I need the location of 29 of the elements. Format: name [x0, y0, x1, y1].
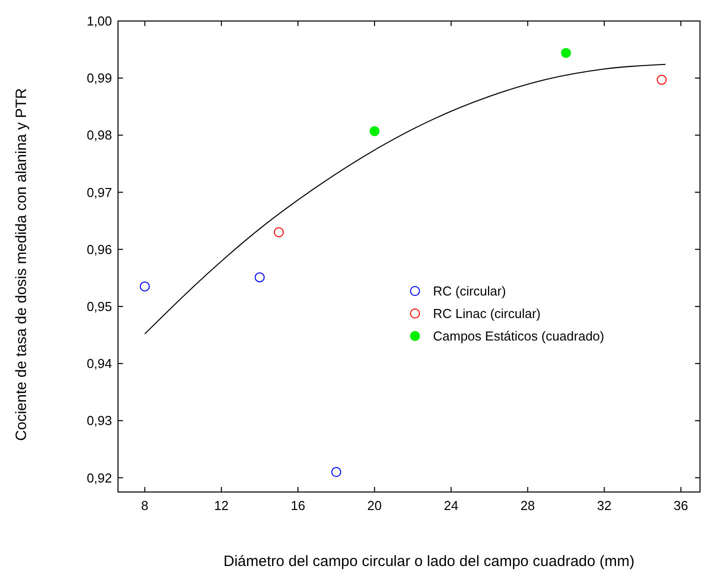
legend-label: RC Linac (circular)	[433, 306, 541, 322]
point	[331, 467, 342, 478]
y-tick-label: 0,98	[86, 128, 112, 143]
y-tick-label: 0,99	[86, 70, 112, 86]
point	[254, 272, 265, 282]
y-axis-title: Cociente de tasa de dosis medida con alanina y PTR	[13, 88, 30, 441]
x-tick-label: 12	[214, 498, 229, 513]
legend-label: RC (circular)	[433, 284, 506, 299]
x-tick-label: 24	[444, 498, 458, 513]
y-tick-label: 0,94	[86, 356, 112, 372]
x-tick-label: 32	[597, 498, 612, 513]
y-tick-label: 0,92	[86, 470, 112, 486]
y-tick-label: 0,95	[86, 299, 112, 314]
point	[656, 74, 667, 85]
x-tick-label: 28	[520, 498, 535, 513]
y-tick-label: 0,97	[86, 184, 112, 200]
x-tick-label: 16	[290, 498, 306, 513]
point	[560, 48, 571, 58]
point	[140, 281, 150, 292]
point	[370, 126, 380, 136]
y-tick-label: 0,96	[86, 242, 112, 257]
x-tick-label: 8	[141, 498, 148, 513]
point	[274, 227, 284, 238]
y-tick-label: 1,00	[86, 14, 112, 29]
legend-label: Campos Estáticos (cuadrado)	[433, 328, 604, 344]
x-tick-label: 36	[674, 498, 688, 513]
y-tick-label: 0,93	[86, 413, 112, 428]
x-axis-title: Diámetro del campo circular o lado del campo cuadrado (mm)	[223, 553, 635, 570]
x-tick-label: 20	[367, 498, 382, 513]
